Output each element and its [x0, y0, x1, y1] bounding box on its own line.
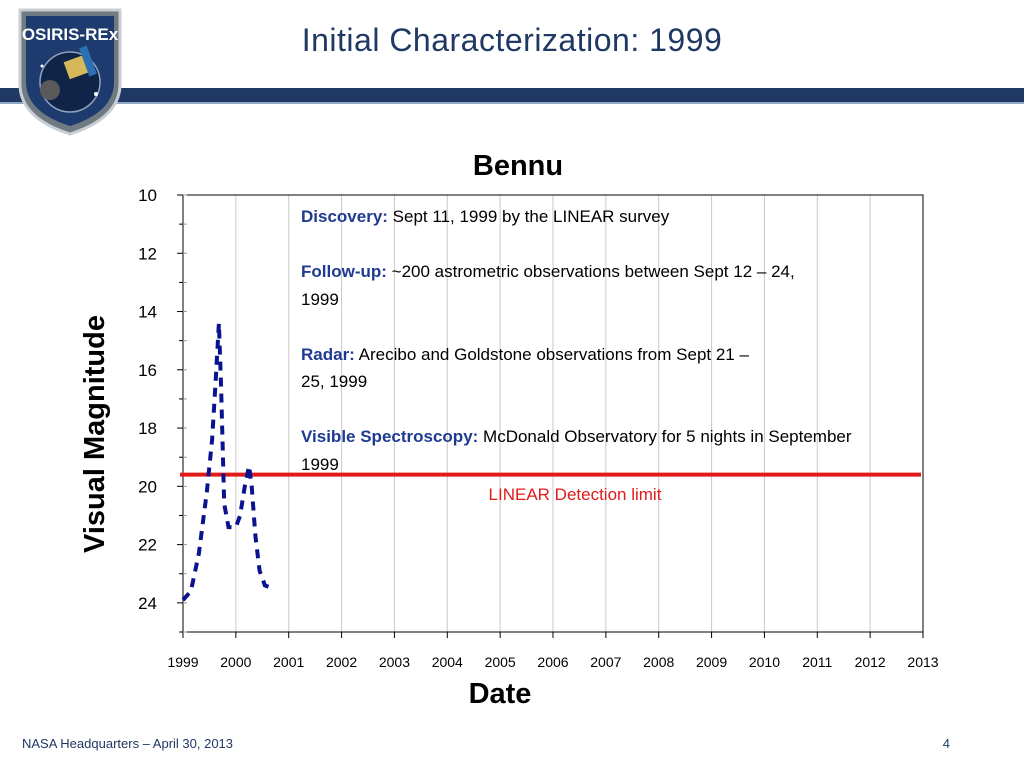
- spectroscopy-label: Visible Spectroscopy:: [301, 427, 479, 446]
- followup-note: Follow-up: ~200 astrometric observations…: [301, 258, 801, 313]
- osiris-rex-logo: OSIRIS-REx: [18, 8, 122, 136]
- x-tick-label: 2006: [537, 654, 568, 670]
- info-box: Discovery: Sept 11, 1999 by the LINEAR s…: [301, 203, 901, 506]
- series-line-bennu: [181, 323, 274, 602]
- y-tick-label: 12: [138, 244, 157, 263]
- detection-limit-label: LINEAR Detection limit: [489, 485, 662, 504]
- x-tick-label: 2000: [220, 654, 251, 670]
- x-tick-label: 2008: [643, 654, 674, 670]
- x-tick-label: 2010: [749, 654, 780, 670]
- x-tick-label: 2004: [432, 654, 463, 670]
- logo-text: OSIRIS-REx: [22, 25, 119, 44]
- footer-event: NASA Headquarters – April 30, 2013: [22, 736, 234, 751]
- x-tick-label: 2007: [590, 654, 621, 670]
- radar-note: Radar: Arecibo and Goldstone observation…: [301, 341, 771, 396]
- y-axis-label: Visual Magnitude: [79, 315, 111, 553]
- followup-label: Follow-up:: [301, 262, 387, 281]
- x-tick-label: 2001: [273, 654, 304, 670]
- y-tick-label: 10: [138, 186, 157, 205]
- x-tick-label: 2013: [907, 654, 938, 670]
- x-tick-labels: 1999 2000 2001 2002 2003 2004 2005 2006 2007 2008…: [167, 654, 938, 670]
- chart-title: Bennu: [473, 150, 563, 182]
- discovery-text: Sept 11, 1999 by the LINEAR survey: [387, 207, 670, 226]
- y-tick-label: 20: [138, 477, 157, 496]
- y-tick-label: 24: [138, 594, 157, 613]
- y-tick-label: 16: [138, 361, 157, 380]
- radar-text: Arecibo and Goldstone observations from …: [301, 344, 749, 392]
- y-tick-labels: 10 12 14 16 18 20 22 24: [138, 186, 157, 613]
- discovery-label: Discovery:: [301, 207, 388, 226]
- x-tick-label: 2002: [326, 654, 357, 670]
- x-tick-label: 2005: [485, 654, 516, 670]
- x-tick-label: 2009: [696, 654, 727, 670]
- chart-ticks: [177, 194, 924, 638]
- x-tick-label: 2003: [379, 654, 410, 670]
- x-axis-label: Date: [469, 678, 532, 710]
- followup-text: ~200 astrometric observations between Se…: [301, 262, 795, 309]
- x-tick-label: 2012: [855, 654, 886, 670]
- y-tick-label: 18: [138, 419, 157, 438]
- header-band-accent: [0, 102, 1024, 104]
- x-tick-label: 2011: [802, 654, 832, 670]
- radar-label: Radar:: [301, 344, 355, 364]
- y-tick-label: 14: [138, 303, 157, 322]
- y-tick-label: 22: [138, 536, 157, 555]
- page-number: 4: [942, 736, 950, 751]
- x-tick-label: 1999: [167, 654, 198, 670]
- header-band: [0, 88, 1024, 102]
- spectroscopy-note: Visible Spectroscopy: McDonald Observato…: [301, 423, 871, 478]
- discovery-note: Discovery: Sept 11, 1999 by the LINEAR s…: [301, 203, 901, 231]
- spectroscopy-text: McDonald Observatory for 5 nights in Sep…: [301, 427, 852, 474]
- chart-grid: [235, 195, 871, 632]
- page-title: Initial Characterization: 1999: [301, 22, 723, 58]
